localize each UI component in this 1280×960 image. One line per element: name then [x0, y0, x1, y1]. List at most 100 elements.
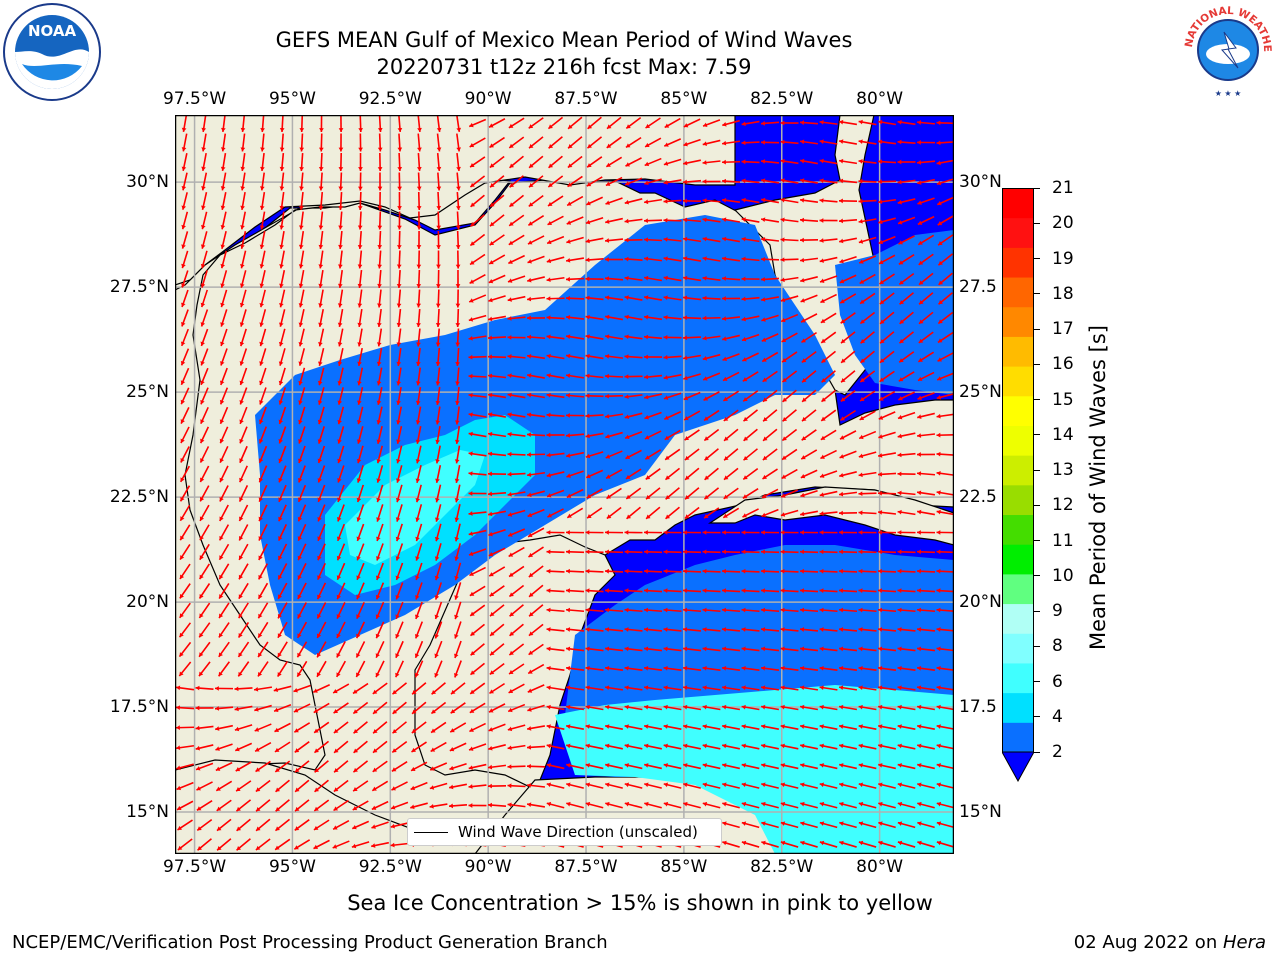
wave-arrow-head — [415, 614, 420, 619]
map-panel[interactable] — [174, 113, 955, 855]
wave-arrow-head — [468, 317, 474, 322]
wave-arrow-head — [411, 766, 416, 772]
wave-arrow-head — [761, 530, 765, 535]
wave-arrow-head — [839, 627, 844, 632]
wave-arrow-head — [722, 743, 727, 749]
wave-arrow-head — [415, 556, 420, 561]
wave-arrow-head — [605, 588, 610, 594]
wave-arrow-head — [318, 303, 323, 308]
wave-arrow-head — [489, 221, 495, 227]
wave-arrow-head — [917, 724, 922, 729]
wave-arrow-head — [684, 415, 689, 421]
wave-arrow-head — [800, 474, 806, 479]
wave-arrow-head — [722, 685, 727, 691]
wave-arrow-head — [819, 258, 824, 263]
wave-arrow-head — [297, 652, 302, 658]
wave-arrow-head — [762, 397, 768, 402]
wave-arrow-head — [702, 217, 707, 223]
wave-arrow-head — [218, 632, 224, 638]
wave-arrow-head — [317, 497, 322, 502]
wave-arrow-head — [220, 283, 225, 288]
wave-arrow-head — [376, 478, 381, 483]
wave-arrow-head — [780, 801, 786, 807]
wave-arrow-head — [336, 633, 341, 639]
wave-arrow-head — [839, 724, 844, 729]
wave-arrow-head — [239, 438, 244, 444]
wave-period-map[interactable] — [174, 113, 955, 855]
wave-arrow-head — [683, 256, 688, 261]
wave-arrow-head — [199, 594, 204, 599]
colorbar-segment — [1002, 277, 1034, 308]
wave-arrow-head — [278, 361, 284, 366]
wave-arrow-head — [199, 535, 204, 541]
wave-arrow-head — [278, 458, 283, 463]
wave-arrow-head — [566, 685, 571, 691]
wave-arrow-head — [917, 685, 922, 691]
wave-arrow-head — [839, 238, 844, 244]
wave-arrow-head — [546, 724, 551, 729]
wave-arrow-head — [469, 746, 474, 751]
wave-arrow-head — [741, 743, 746, 749]
wave-arrow-head — [547, 220, 553, 226]
wave-arrow-head — [879, 358, 885, 363]
wave-arrow-head — [819, 568, 824, 574]
wave-arrow-head — [644, 704, 649, 710]
wave-arrow-head — [219, 594, 224, 599]
wave-arrow-head — [218, 671, 223, 677]
wave-arrow-head — [336, 652, 341, 658]
wave-arrow-head — [509, 183, 515, 188]
wave-arrow-head — [455, 303, 461, 308]
wave-arrow-head — [839, 821, 844, 826]
wave-arrow-head — [488, 316, 493, 322]
wave-arrow-head — [293, 708, 299, 713]
wave-arrow-head — [278, 536, 283, 541]
wave-arrow-head — [297, 497, 303, 502]
svg-text:NOAA: NOAA — [28, 22, 77, 40]
wave-arrow-head — [800, 277, 805, 283]
wave-arrow-head — [199, 516, 205, 521]
wave-arrow-head — [375, 672, 380, 678]
wave-arrow-head — [936, 140, 941, 146]
wave-arrow-head — [743, 436, 749, 441]
wave-arrow-head — [468, 412, 473, 417]
wave-arrow-head — [435, 361, 441, 366]
wave-arrow-head — [377, 225, 383, 230]
wave-arrow-head — [840, 435, 845, 440]
wave-arrow-head — [219, 555, 224, 560]
wave-arrow-head — [936, 509, 941, 515]
wave-arrow-head — [683, 704, 688, 710]
wave-arrow-head — [279, 244, 284, 249]
lat-tick-left: 22.5°N — [109, 487, 169, 508]
wave-arrow-head — [917, 801, 922, 807]
wave-arrow-head — [527, 277, 532, 283]
wave-arrow-head — [821, 416, 826, 421]
wave-arrow-head — [897, 801, 903, 807]
wave-arrow-head — [858, 627, 863, 632]
wave-arrow-head — [490, 182, 495, 188]
wave-arrow-head — [507, 745, 512, 751]
wave-arrow-head — [318, 147, 324, 152]
wave-arrow-head — [819, 627, 824, 632]
wave-arrow-head — [468, 765, 473, 770]
wave-arrow-head — [314, 728, 319, 733]
wave-arrow-head — [917, 588, 922, 594]
wave-arrow-head — [317, 400, 323, 405]
wave-arrow-head — [741, 178, 746, 184]
wave-arrow-head — [801, 338, 806, 343]
wave-arrow-head — [899, 358, 904, 363]
wave-arrow-head — [841, 358, 846, 363]
wave-arrow-head — [528, 124, 534, 129]
wave-arrow-head — [488, 412, 493, 417]
wave-arrow-head — [605, 334, 610, 339]
wave-arrow-head — [201, 166, 206, 171]
wave-arrow-head — [702, 530, 707, 535]
wave-arrow-head — [181, 322, 186, 327]
wave-arrow-head — [239, 341, 245, 347]
wave-arrow-head — [644, 180, 649, 186]
wave-arrow-head — [259, 302, 265, 308]
wave-arrow-head — [663, 217, 668, 223]
wave-arrow-head — [546, 782, 552, 788]
wave-arrow-head — [176, 725, 180, 730]
wave-arrow-head — [723, 416, 729, 421]
wave-arrow-head — [396, 381, 402, 386]
